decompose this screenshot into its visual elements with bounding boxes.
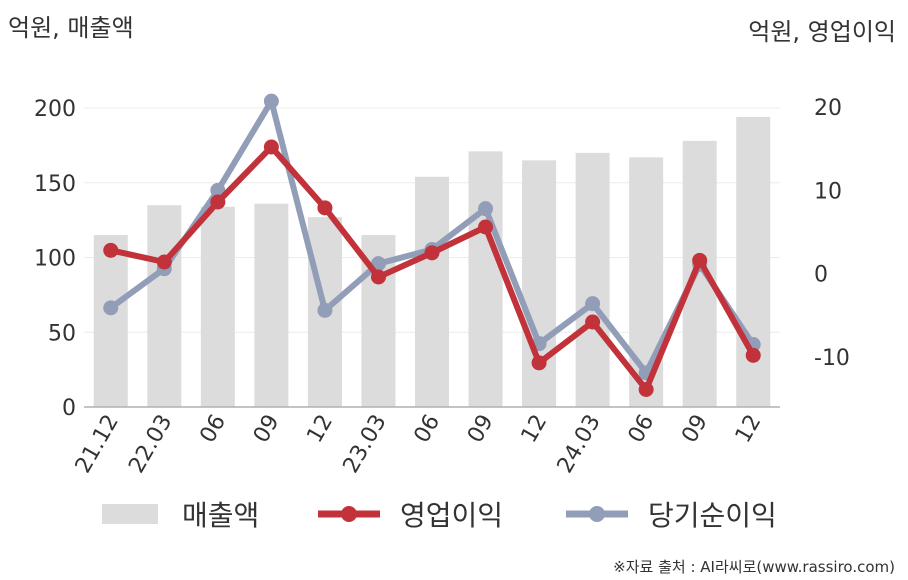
revenue-bar: [575, 152, 610, 407]
x-tick-label: 22.03: [124, 411, 177, 478]
operating-profit-point: [263, 139, 279, 155]
x-tick-label: 21.12: [71, 411, 124, 478]
revenue-bar: [254, 203, 289, 407]
x-axis-ticks: 21.12 22.03 06 09 12 23.03 06 09 12 24.03 06 09 12: [71, 411, 767, 478]
x-tick-label: 06: [195, 411, 231, 448]
right-tick-label: 10: [814, 179, 842, 204]
net-income-point: [478, 201, 494, 217]
legend-swatch-net-income-dot: [589, 506, 605, 522]
left-tick-label: 100: [34, 247, 76, 272]
right-tick-label: -10: [814, 346, 850, 371]
profit-lines: [103, 93, 761, 397]
x-tick-label: 09: [677, 411, 713, 448]
x-tick-label: 09: [249, 411, 285, 448]
operating-profit-point: [424, 245, 440, 261]
left-tick-label: 50: [48, 321, 76, 346]
revenue-bar: [147, 205, 182, 407]
right-axis-ticks: -10 0 10 20: [814, 96, 850, 371]
operating-profit-point: [156, 254, 172, 270]
legend-label-operating-profit: 영업이익: [400, 499, 503, 532]
x-tick-label: 06: [624, 411, 660, 448]
revenue-bars: [93, 116, 771, 407]
legend-label-revenue: 매출액: [182, 499, 259, 532]
operating-profit-point: [103, 242, 119, 258]
left-tick-label: 200: [34, 97, 76, 122]
right-tick-label: 0: [814, 263, 828, 288]
operating-profit-point: [531, 355, 547, 371]
operating-profit-point: [585, 314, 601, 330]
x-tick-label: 24.03: [553, 411, 606, 478]
x-tick-label: 12: [302, 411, 338, 448]
operating-profit-point: [638, 382, 654, 397]
revenue-bar: [415, 176, 449, 407]
operating-profit-point: [745, 347, 761, 363]
legend: 매출액 영업이익 당기순이익: [102, 499, 777, 532]
revenue-bar: [736, 116, 771, 407]
legend-swatch-operating-profit-dot: [341, 506, 357, 522]
x-tick-label: 09: [463, 411, 499, 448]
right-axis-unit-label: 억원, 영업이익: [748, 18, 896, 46]
revenue-bar: [93, 235, 128, 407]
left-axis-ticks: 0 50 100 150 200: [34, 97, 76, 421]
operating-profit-point: [317, 200, 333, 216]
revenue-bar: [468, 151, 503, 407]
net-income-point: [317, 302, 333, 318]
revenue-bar: [200, 206, 235, 407]
source-credit: ※자료 출처 : AI라씨로(www.rassiro.com): [613, 558, 895, 576]
x-tick-label: 06: [410, 411, 446, 448]
legend-label-net-income: 당기순이익: [648, 499, 777, 532]
net-income-point: [585, 296, 601, 312]
net-income-point: [103, 300, 119, 316]
x-tick-label: 12: [731, 411, 767, 448]
net-income-point: [263, 93, 279, 109]
revenue-bar: [682, 140, 717, 407]
operating-profit-point: [210, 194, 226, 210]
legend-swatch-revenue: [102, 504, 158, 524]
operating-profit-point: [478, 219, 494, 235]
left-tick-label: 150: [34, 172, 76, 197]
operating-profit-point: [692, 252, 708, 268]
left-axis-unit-label: 억원, 매출액: [8, 14, 134, 42]
left-tick-label: 0: [62, 396, 76, 421]
right-tick-label: 20: [814, 96, 842, 121]
x-tick-label: 12: [517, 411, 553, 448]
x-tick-label: 23.03: [339, 411, 392, 478]
operating-profit-point: [370, 269, 386, 285]
